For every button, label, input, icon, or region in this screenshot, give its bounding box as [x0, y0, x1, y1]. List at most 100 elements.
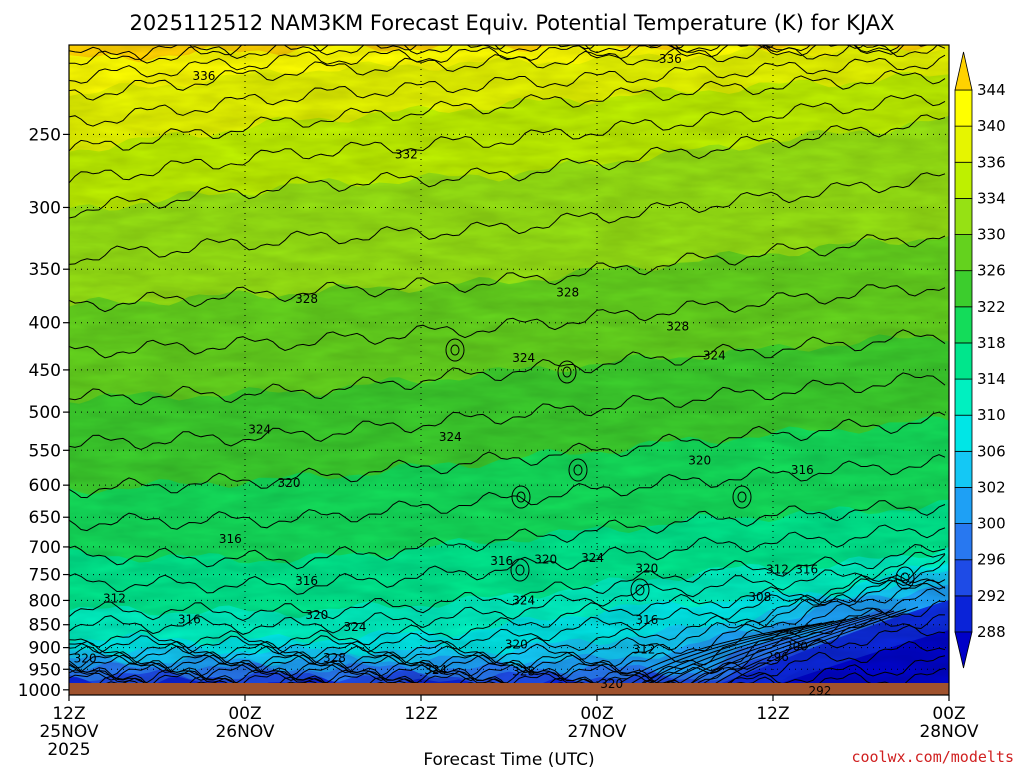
- colorbar-label: 344: [977, 81, 1006, 99]
- colorbar-label: 306: [977, 442, 1006, 460]
- x-tick-label: 26NOV: [215, 722, 274, 742]
- pressure-axis: 250 300 350 400 450 500 550 600 650 700 750 800 850 9…: [18, 125, 69, 701]
- chart-title: 2025112512 NAM3KM Forecast Equiv. Potent…: [130, 11, 895, 35]
- contour-label: 328: [666, 320, 689, 334]
- contour-label: 320: [278, 476, 301, 490]
- contour-label: 320: [74, 652, 97, 666]
- x-tick-label: 28NOV: [919, 722, 978, 742]
- y-tick-label: 500: [29, 403, 61, 423]
- colorbar-label: 336: [977, 153, 1006, 171]
- contour-label: 296: [766, 650, 789, 664]
- x-axis-label: Forecast Time (UTC): [423, 750, 594, 768]
- colorbar-label: 300: [977, 515, 1006, 533]
- colorbar-label: 288: [977, 623, 1006, 641]
- colorbar-segment: [954, 378, 973, 416]
- colorbar-label: 310: [977, 406, 1006, 424]
- y-tick-label: 350: [29, 260, 61, 280]
- x-tick-label: 00Z: [932, 704, 965, 724]
- colorbar-label: 326: [977, 262, 1006, 280]
- y-tick-label: 750: [29, 566, 61, 586]
- contour-label: 316: [295, 574, 318, 588]
- colorbar-segment: [954, 125, 973, 163]
- contour-label: 316: [791, 463, 814, 477]
- colorbar-segment: [954, 450, 973, 488]
- colorbar-max-arrow: [954, 51, 973, 91]
- y-tick-label: 650: [29, 508, 61, 528]
- y-tick-label: 1000: [18, 681, 61, 701]
- contour-label: 324: [703, 348, 726, 362]
- colorbar-min-arrow: [954, 631, 973, 669]
- contour-label: 320: [635, 562, 658, 576]
- contour-label: 324: [581, 551, 604, 565]
- contour-label: 312: [632, 642, 655, 656]
- contour-label: 308: [748, 590, 771, 604]
- y-tick-label: 700: [29, 538, 61, 558]
- colorbar-segment: [954, 487, 973, 525]
- contour-label: 332: [395, 148, 418, 162]
- contour-label: 316: [490, 554, 513, 568]
- contour-label: 336: [192, 69, 215, 83]
- colorbar-label: 322: [977, 298, 1006, 316]
- x-tick-label: 12Z: [756, 704, 789, 724]
- contour-label: 328: [512, 664, 535, 678]
- y-tick-label: 250: [29, 125, 61, 145]
- contour-label: 324: [424, 663, 447, 677]
- colorbar-segment: [954, 161, 973, 199]
- plot-area: [69, 45, 949, 695]
- colorbar-segment: [954, 89, 973, 127]
- y-tick-label: 950: [29, 660, 61, 680]
- contour-label: 292: [808, 684, 831, 698]
- ground-surface: [69, 683, 949, 695]
- x-tick-label: 12Z: [404, 704, 437, 724]
- y-tick-label: 850: [29, 616, 61, 636]
- x-tick-label: 00Z: [228, 704, 261, 724]
- contour-label: 320: [688, 453, 711, 467]
- contour-label: 324: [512, 593, 535, 607]
- colorbar-label: 296: [977, 551, 1006, 569]
- contour-label: 320: [505, 637, 528, 651]
- colorbar-label: 340: [977, 117, 1006, 135]
- contour-label: 324: [439, 430, 462, 444]
- colorbar-segment: [954, 306, 973, 344]
- colorbar-segment: [954, 523, 973, 561]
- contour-label: 328: [323, 651, 346, 665]
- colorbar-segment: [954, 595, 973, 633]
- contour-labels: 336 336 332 328 328 328 324 324 324 324 320 316 320 3…: [74, 52, 832, 698]
- colorbar: 288 292 296 300 302 306 310 314 318 322 326 330 334 3…: [954, 51, 1006, 669]
- contour-label: 316: [635, 613, 658, 627]
- x-tick-label: 12Z: [52, 704, 85, 724]
- y-tick-label: 550: [29, 441, 61, 461]
- credit-text: coolwx.com/modelts: [851, 748, 1014, 766]
- contour-label: 336: [659, 52, 682, 66]
- contour-label: 320: [600, 677, 623, 691]
- colorbar-label: 330: [977, 226, 1006, 244]
- x-tick-label: 00Z: [580, 704, 613, 724]
- colorbar-label: 292: [977, 587, 1006, 605]
- colorbar-segment: [954, 559, 973, 597]
- contour-label: 320: [534, 552, 557, 566]
- contour-label: 312: [766, 563, 789, 577]
- colorbar-segment: [954, 234, 973, 272]
- colorbar-segment: [954, 414, 973, 452]
- contour-label: 324: [344, 620, 367, 634]
- contour-label: 328: [295, 292, 318, 306]
- x-tick-label: 25NOV: [39, 722, 98, 742]
- contour-label: 316: [795, 563, 818, 577]
- contour-label: 300: [785, 640, 808, 654]
- gridlines: [69, 45, 949, 695]
- colorbar-segment: [954, 342, 973, 380]
- y-tick-label: 600: [29, 476, 61, 496]
- y-tick-label: 300: [29, 198, 61, 218]
- y-tick-label: 400: [29, 314, 61, 334]
- colorbar-label: 302: [977, 478, 1006, 496]
- contour-label: 316: [178, 612, 201, 626]
- x-tick-label: 2025: [47, 740, 90, 760]
- y-tick-label: 800: [29, 591, 61, 611]
- colorbar-segment: [954, 270, 973, 308]
- texture-overlay: [69, 45, 949, 695]
- colorbar-segment: [954, 197, 973, 235]
- x-tick-label: 27NOV: [567, 722, 626, 742]
- y-tick-label: 450: [29, 361, 61, 381]
- colorbar-label: 334: [977, 189, 1006, 207]
- contour-label: 324: [248, 422, 271, 436]
